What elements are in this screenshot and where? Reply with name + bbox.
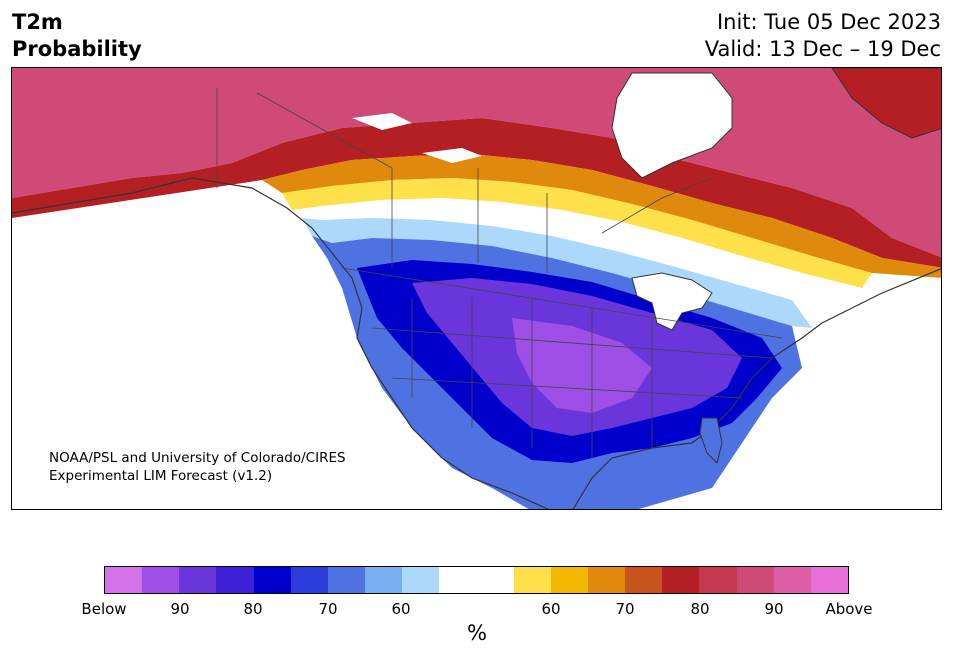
forecast-dates: Init: Tue 05 Dec 2023 Valid: 13 Dec – 19… [705, 9, 941, 63]
warm-band-mid [262, 154, 941, 278]
cold-band-max [512, 318, 652, 413]
init-date: Init: Tue 05 Dec 2023 [716, 10, 941, 34]
colorbar-tick-label: 70 [318, 600, 338, 618]
colorbar [104, 566, 849, 594]
colorbar-swatch [810, 567, 849, 593]
title-line-variable: T2m [12, 10, 63, 34]
colorbar-tick-label: Below [81, 600, 127, 618]
colorbar-tick-label: 60 [541, 600, 561, 618]
warm-band-low [282, 178, 872, 288]
colorbar-swatch [773, 567, 811, 593]
colorbar-swatch [513, 567, 551, 593]
political-borders [216, 88, 783, 458]
colorbar-swatch [105, 567, 143, 593]
arctic-lake-2 [422, 148, 482, 163]
colorbar-swatch [216, 567, 254, 593]
colorbar-swatch [588, 567, 626, 593]
colorbar-swatch [662, 567, 700, 593]
title-line-metric: Probability [12, 37, 142, 61]
hudson-bay [611, 72, 733, 179]
neutral-band [292, 198, 862, 308]
colorbar-swatch [402, 567, 440, 593]
colorbar-swatch [365, 567, 403, 593]
colorbar-tick-label: 90 [170, 600, 190, 618]
map-title: T2m Probability [12, 9, 142, 63]
colorbar-swatch [550, 567, 589, 593]
warm-band-strong [12, 118, 941, 268]
colorbar-swatch [625, 567, 663, 593]
colorbar-swatch [736, 567, 774, 593]
credit-line-2: Experimental LIM Forecast (v1.2) [49, 468, 273, 484]
valid-range: Valid: 13 Dec – 19 Dec [704, 37, 941, 61]
colorbar-swatch [290, 567, 328, 593]
greenland [831, 68, 941, 139]
colorbar-tick-label: 60 [391, 600, 411, 618]
map-canvas [12, 68, 941, 509]
colorbar-swatch [253, 567, 291, 593]
colorbar-swatch [699, 567, 737, 593]
probability-map [11, 67, 942, 510]
colorbar-tick-label: 90 [764, 600, 784, 618]
colorbar-tick-label: 80 [243, 600, 263, 618]
cold-band-low [302, 218, 812, 328]
colorbar-swatch [179, 567, 217, 593]
colorbar-swatch [142, 567, 180, 593]
florida-peninsula [699, 417, 723, 464]
coastline [12, 177, 941, 509]
great-lakes [631, 272, 713, 331]
credit-line-1: NOAA/PSL and University of Colorado/CIRE… [49, 450, 346, 466]
colorbar-tick-label: 80 [690, 600, 710, 618]
map-credit: NOAA/PSL and University of Colorado/CIRE… [49, 449, 346, 485]
colorbar-unit-label: % [467, 621, 487, 645]
colorbar-tick-label: 70 [615, 600, 635, 618]
arctic-lake [352, 113, 412, 130]
colorbar-swatch [327, 567, 366, 593]
colorbar-swatch [439, 567, 514, 593]
colorbar-tick-label: Above [825, 600, 873, 618]
